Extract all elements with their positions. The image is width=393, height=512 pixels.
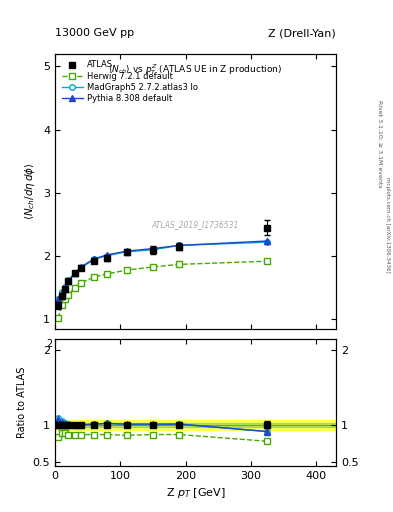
Text: $\langle N_{ch}\rangle$ vs $p_T^Z$ (ATLAS UE in Z production): $\langle N_{ch}\rangle$ vs $p_T^Z$ (ATLA…	[108, 62, 283, 77]
Y-axis label: Ratio to ATLAS: Ratio to ATLAS	[17, 367, 27, 438]
X-axis label: Z $p_T$ [GeV]: Z $p_T$ [GeV]	[166, 486, 225, 500]
Text: 13000 GeV pp: 13000 GeV pp	[55, 28, 134, 38]
Text: Z (Drell-Yan): Z (Drell-Yan)	[268, 28, 336, 38]
Y-axis label: $\langle N_{ch}/d\eta\,d\phi\rangle$: $\langle N_{ch}/d\eta\,d\phi\rangle$	[24, 162, 37, 220]
Text: ATLAS_2019_I1736531: ATLAS_2019_I1736531	[152, 220, 239, 229]
Text: mcplots.cern.ch [arXiv:1306.3436]: mcplots.cern.ch [arXiv:1306.3436]	[385, 178, 389, 273]
Text: 2: 2	[46, 339, 52, 349]
Legend: ATLAS, Herwig 7.2.1 default, MadGraph5 2.7.2.atlas3 lo, Pythia 8.308 default: ATLAS, Herwig 7.2.1 default, MadGraph5 2…	[59, 58, 200, 105]
Text: Rivet 3.1.10; ≥ 3.1M events: Rivet 3.1.10; ≥ 3.1M events	[377, 99, 382, 187]
